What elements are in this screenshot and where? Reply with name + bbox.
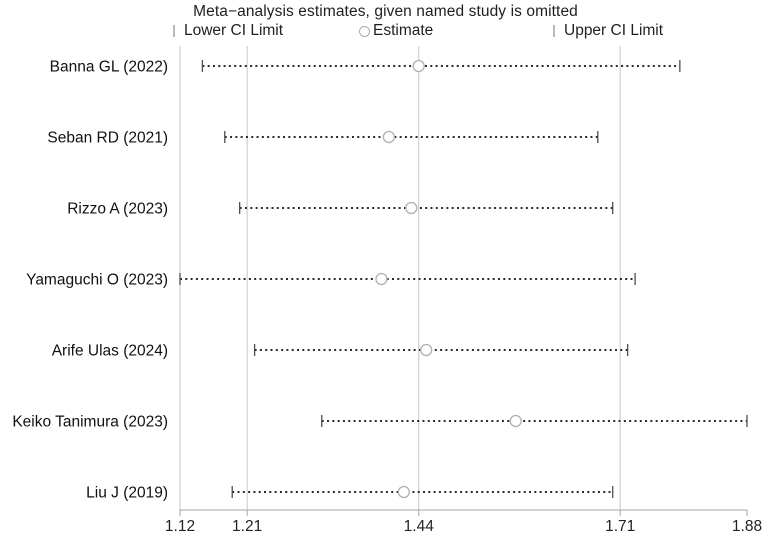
study-row: Arife Ulas (2024) bbox=[52, 343, 629, 360]
study-row: Yamaguchi O (2023) bbox=[26, 272, 636, 289]
upper-ci-tick-icon bbox=[553, 25, 555, 37]
study-label: Seban RD (2021) bbox=[47, 130, 168, 147]
study-label: Keiko Tanimura (2023) bbox=[12, 414, 168, 431]
x-tick-label-1.21: 1.21 bbox=[232, 518, 262, 535]
chart-title: Meta−analysis estimates, given named stu… bbox=[193, 3, 578, 20]
study-row: Rizzo A (2023) bbox=[67, 201, 614, 218]
estimate-marker bbox=[375, 272, 388, 286]
study-label: Yamaguchi O (2023) bbox=[26, 272, 168, 289]
study-label: Arife Ulas (2024) bbox=[52, 343, 168, 360]
study-row: Banna GL (2022) bbox=[50, 59, 681, 76]
legend-item-upper-ci: Upper CI Limit bbox=[553, 22, 663, 40]
study-row: Liu J (2019) bbox=[86, 485, 614, 502]
estimate-marker bbox=[405, 201, 418, 215]
estimate-marker bbox=[382, 130, 396, 144]
x-tick-label-1.88: 1.88 bbox=[732, 518, 762, 535]
study-row: Seban RD (2021) bbox=[47, 130, 599, 147]
legend-item-lower-ci: Lower CI Limit bbox=[173, 22, 283, 40]
estimate-circle-icon bbox=[359, 25, 370, 37]
x-tick-label-1.71: 1.71 bbox=[605, 518, 635, 535]
estimate-marker bbox=[397, 485, 410, 499]
legend-item-estimate: Estimate bbox=[359, 22, 433, 40]
legend: Lower CI Limit Estimate Upper CI Limit bbox=[0, 22, 771, 42]
estimate-marker bbox=[509, 414, 522, 428]
study-label: Banna GL (2022) bbox=[50, 59, 168, 76]
x-tick-label-1.44: 1.44 bbox=[404, 518, 435, 535]
x-tick-label-1.12: 1.12 bbox=[165, 518, 195, 535]
estimate-marker bbox=[420, 343, 433, 357]
legend-upper-label: Upper CI Limit bbox=[564, 22, 664, 39]
study-label: Rizzo A (2023) bbox=[67, 201, 168, 218]
legend-estimate-label: Estimate bbox=[373, 22, 434, 39]
lower-ci-tick-icon bbox=[173, 25, 175, 37]
estimate-marker bbox=[412, 59, 425, 73]
study-label: Liu J (2019) bbox=[86, 485, 168, 502]
legend-lower-label: Lower CI Limit bbox=[184, 22, 284, 39]
study-row: Keiko Tanimura (2023) bbox=[12, 414, 748, 431]
